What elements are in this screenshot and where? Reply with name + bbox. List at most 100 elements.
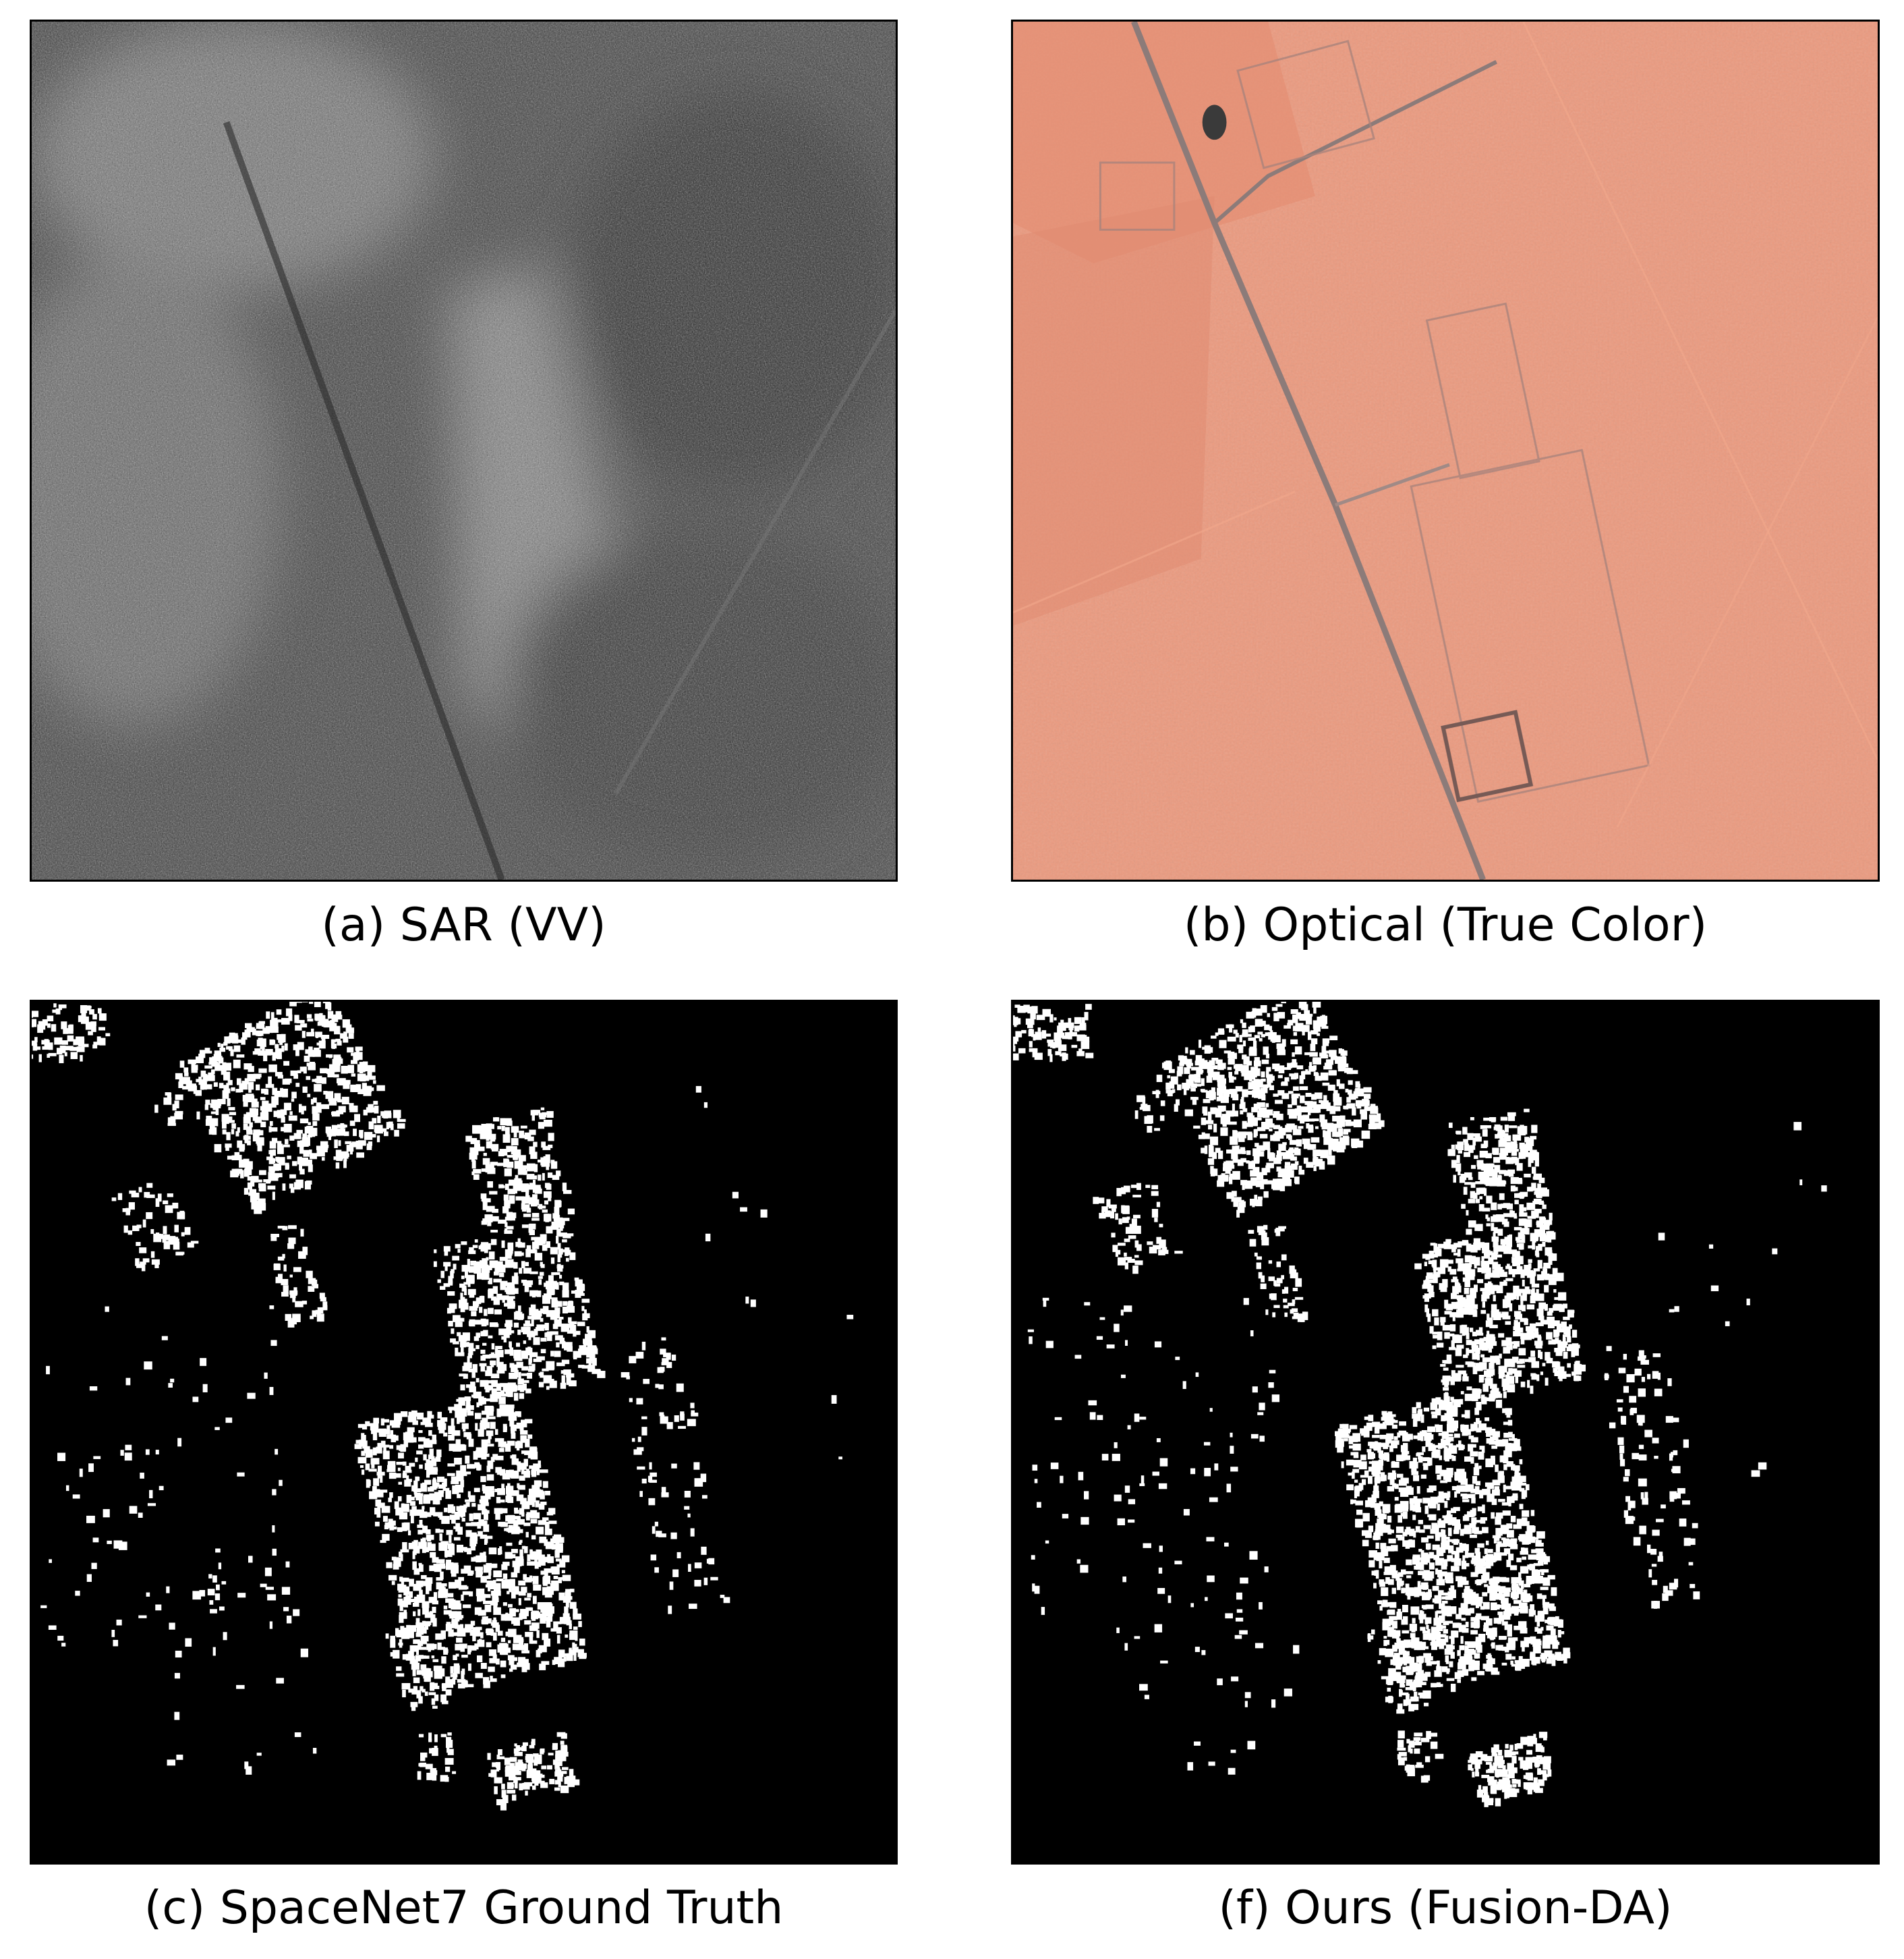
building-pixel [1308, 1125, 1314, 1130]
building-pixel [457, 1477, 464, 1481]
building-pixel [1468, 1176, 1473, 1181]
building-pixel [251, 1201, 260, 1210]
building-pixel [549, 1380, 557, 1388]
building-pixel [1464, 1152, 1471, 1158]
building-pixel [432, 1659, 439, 1662]
building-pixel [1217, 1180, 1225, 1187]
building-pixel [453, 1672, 457, 1680]
building-pixel [497, 1630, 503, 1636]
building-pixel [175, 1073, 183, 1080]
building-pixel [540, 1371, 544, 1378]
building-pixel [1448, 1123, 1453, 1129]
building-pixel [1514, 1199, 1519, 1205]
building-pixel [292, 1295, 296, 1303]
building-pixel [398, 1585, 405, 1593]
building-pixel [1219, 1081, 1226, 1089]
building-pixel [1256, 1199, 1263, 1207]
building-pixel [515, 1411, 520, 1417]
building-pixel [1537, 1259, 1542, 1269]
building-pixel [459, 1373, 466, 1377]
building-pixel [496, 1755, 500, 1760]
building-pixel [475, 1450, 482, 1458]
building-pixel [519, 1615, 523, 1620]
building-pixel [1328, 1070, 1337, 1076]
building-pixel [1443, 1241, 1451, 1249]
building-pixel [412, 1603, 420, 1607]
building-pixel [221, 1581, 227, 1585]
building-pixel [548, 1144, 553, 1148]
building-pixel [1557, 1328, 1565, 1333]
building-pixel [542, 1209, 548, 1213]
building-pixel [480, 1244, 486, 1249]
building-pixel [1460, 1424, 1465, 1432]
building-pixel [1424, 1293, 1430, 1302]
building-pixel [1469, 1255, 1476, 1265]
building-pixel [550, 1351, 554, 1357]
building-pixel [1121, 1205, 1130, 1210]
building-pixel [469, 1247, 474, 1251]
building-pixel [1449, 1324, 1456, 1332]
building-pixel [546, 1765, 552, 1770]
building-pixel [1212, 1168, 1218, 1176]
building-pixel [1464, 1354, 1468, 1359]
building-pixel [1425, 1256, 1431, 1260]
building-pixel [362, 1075, 370, 1081]
building-pixel [483, 1680, 490, 1688]
building-pixel [540, 1780, 545, 1785]
building-pixel [423, 1581, 432, 1587]
building-pixel [1293, 1031, 1298, 1036]
building-pixel [1248, 1090, 1252, 1095]
building-pixel [732, 1191, 739, 1199]
building-pixel [1333, 1093, 1340, 1102]
building-pixel [424, 1691, 428, 1696]
building-pixel [242, 1095, 248, 1102]
building-pixel [519, 1268, 523, 1274]
building-pixel [512, 1560, 521, 1568]
building-pixel [1242, 1183, 1245, 1190]
building-pixel [1268, 1123, 1275, 1128]
building-pixel [1240, 1199, 1244, 1208]
building-pixel [380, 1475, 383, 1483]
building-pixel [1284, 1162, 1291, 1166]
building-pixel [569, 1647, 572, 1656]
building-pixel [1443, 1241, 1451, 1245]
building-pixel [1054, 1032, 1062, 1042]
building-pixel [1298, 1170, 1305, 1175]
building-pixel [393, 1564, 399, 1570]
building-pixel [1530, 1330, 1534, 1339]
building-pixel [228, 1116, 233, 1121]
building-pixel [1313, 1065, 1317, 1071]
building-pixel [1215, 1147, 1221, 1153]
building-pixel [562, 1282, 569, 1291]
building-pixel [521, 1650, 530, 1653]
building-pixel [1085, 1052, 1094, 1058]
building-pixel [1538, 1177, 1545, 1183]
building-pixel [405, 1595, 410, 1599]
building-pixel [412, 1437, 417, 1443]
building-pixel [1458, 1241, 1466, 1246]
building-pixel [1196, 1067, 1203, 1075]
building-pixel [488, 1280, 492, 1284]
building-pixel [1481, 1266, 1487, 1274]
building-pixel [42, 1046, 50, 1050]
building-pixel [690, 1528, 695, 1537]
building-pixel [173, 1241, 180, 1250]
building-pixel [468, 1348, 473, 1355]
building-pixel [1294, 1046, 1302, 1055]
building-pixel [1528, 1272, 1536, 1277]
building-pixel [1093, 1197, 1099, 1204]
building-pixel [429, 1493, 435, 1501]
building-pixel [514, 1357, 523, 1361]
building-pixel [411, 1496, 415, 1501]
building-pixel [271, 1096, 279, 1106]
building-pixel [540, 1774, 545, 1778]
building-pixel [496, 1370, 505, 1374]
building-pixel [1532, 1241, 1536, 1250]
building-pixel [541, 1765, 547, 1769]
building-pixel [1538, 1315, 1545, 1321]
building-pixel [1551, 1587, 1557, 1596]
building-pixel [1530, 1289, 1535, 1298]
building-pixel [399, 1600, 406, 1608]
building-pixel [426, 1441, 432, 1448]
building-pixel [236, 1684, 245, 1689]
